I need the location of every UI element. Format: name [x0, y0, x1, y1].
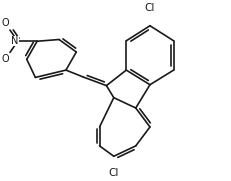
Text: O: O	[1, 54, 9, 64]
Text: O: O	[1, 18, 9, 28]
Text: Cl: Cl	[145, 3, 155, 13]
Text: Cl: Cl	[109, 168, 119, 178]
Text: N: N	[11, 36, 18, 46]
